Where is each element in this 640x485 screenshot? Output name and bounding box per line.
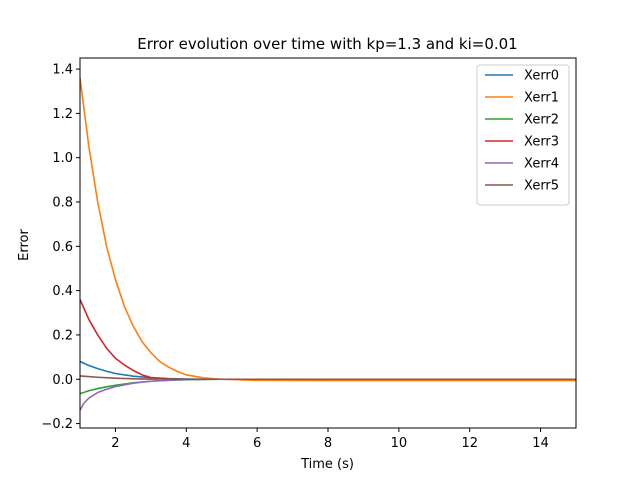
y-tick-label: 0.2 bbox=[52, 328, 73, 343]
x-tick-label: 8 bbox=[324, 436, 332, 451]
legend-label-xerr2: Xerr2 bbox=[524, 113, 559, 128]
y-tick-label: 1.0 bbox=[52, 151, 73, 166]
y-tick-label: 0.6 bbox=[52, 240, 73, 255]
y-tick-label: 1.4 bbox=[52, 63, 73, 78]
series-line-xerr4 bbox=[80, 378, 576, 411]
x-tick-label: 10 bbox=[391, 436, 408, 451]
series-line-xerr3 bbox=[80, 299, 576, 381]
plot-area: 2 4 6 8 10 12 14 −0.2 0.0 0.2 0.4 0.6 0.8 1.0 1.2 1.4 Xe… bbox=[41, 57, 577, 451]
x-tick-label: 14 bbox=[532, 436, 549, 451]
legend: Xerr0 Xerr1 Xerr2 Xerr3 Xerr4 Xerr5 bbox=[476, 64, 570, 206]
x-tick-label: 4 bbox=[182, 436, 190, 451]
y-axis-label: Error bbox=[17, 229, 32, 261]
series-line-xerr5 bbox=[80, 375, 576, 381]
legend-box bbox=[476, 64, 570, 206]
y-tick-label: 1.2 bbox=[52, 107, 73, 122]
x-tick-label: 12 bbox=[461, 436, 478, 451]
y-tick-label: 0.0 bbox=[52, 373, 73, 388]
chart-title: Error evolution over time with kp=1.3 an… bbox=[137, 35, 517, 53]
legend-label-xerr3: Xerr3 bbox=[524, 135, 559, 150]
x-axis-label: Time (s) bbox=[300, 457, 354, 472]
x-tick-label: 6 bbox=[253, 436, 261, 451]
series-group bbox=[80, 77, 576, 411]
legend-label-xerr5: Xerr5 bbox=[524, 179, 559, 194]
series-line-xerr0 bbox=[80, 360, 576, 381]
series-line-xerr1 bbox=[80, 77, 576, 382]
y-tick-label: −0.2 bbox=[41, 417, 73, 432]
legend-label-xerr0: Xerr0 bbox=[524, 69, 559, 84]
legend-label-xerr1: Xerr1 bbox=[524, 91, 559, 106]
x-tick-label: 2 bbox=[111, 436, 119, 451]
y-tick-label: 0.8 bbox=[52, 196, 73, 211]
legend-label-xerr4: Xerr4 bbox=[524, 157, 559, 172]
y-tick-label: 0.4 bbox=[52, 284, 73, 299]
